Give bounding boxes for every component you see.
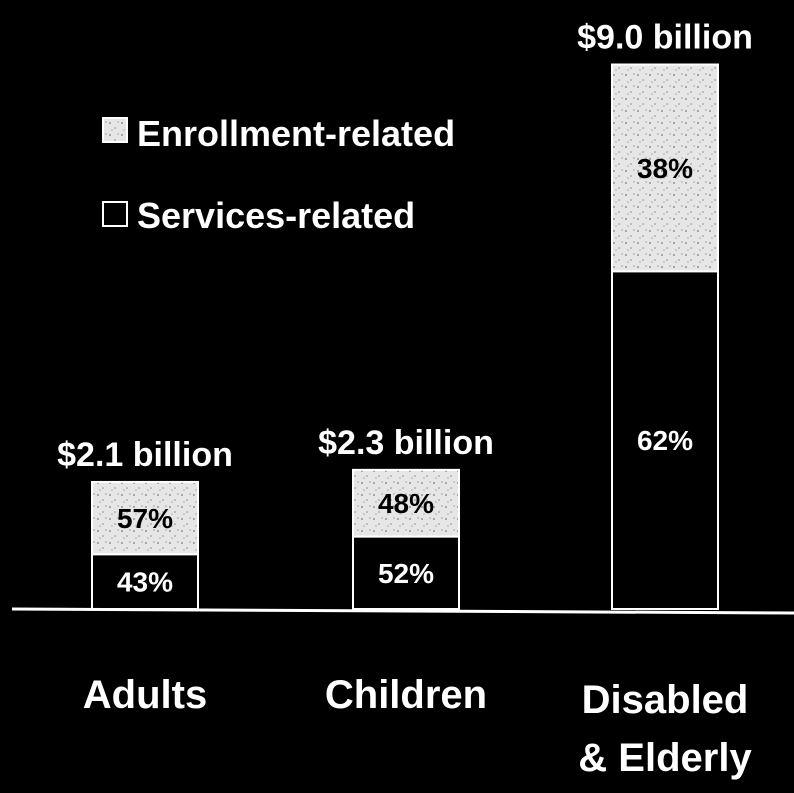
x-axis-baseline: [11, 607, 794, 615]
bar-enrollment-0: [91, 553, 199, 611]
bars: [91, 63, 719, 611]
category-label-2-line-1: & Elderly: [578, 736, 752, 780]
legend-label-enrollment: Enrollment-related: [137, 113, 455, 154]
legend: Enrollment-related Services-related: [102, 113, 455, 236]
legend-swatch-enrollment: [102, 117, 128, 143]
legend-label-services: Services-related: [137, 195, 415, 236]
total-label-2: $9.0 billion: [577, 19, 753, 57]
bar-services-0: [91, 480, 199, 556]
data-label-enrollment-2: 62%: [637, 425, 693, 456]
data-label-services-1: 48%: [378, 488, 434, 519]
legend-item-services: Services-related: [102, 195, 415, 236]
total-label-1: $2.3 billion: [318, 424, 494, 462]
category-label-0: Adults: [83, 673, 207, 717]
total-label-0: $2.1 billion: [57, 436, 233, 474]
category-label-2-line-0: Disabled: [582, 678, 749, 722]
bar-enrollment-2: [611, 270, 719, 610]
data-label-enrollment-0: 43%: [117, 567, 173, 598]
category-labels: Adults Children Disabled & Elderly: [83, 673, 753, 780]
data-label-services-0: 57%: [117, 503, 173, 534]
data-label-services-2: 38%: [637, 153, 693, 184]
labels: 57% 43% $2.1 billion 48% 52% $2.3 billion 38% 6…: [57, 19, 753, 598]
data-label-enrollment-1: 52%: [378, 558, 434, 589]
legend-swatch-services: [102, 201, 128, 227]
bar-enrollment-1: [352, 535, 460, 611]
legend-item-enrollment: Enrollment-related: [102, 113, 455, 154]
category-label-1: Children: [325, 673, 487, 717]
